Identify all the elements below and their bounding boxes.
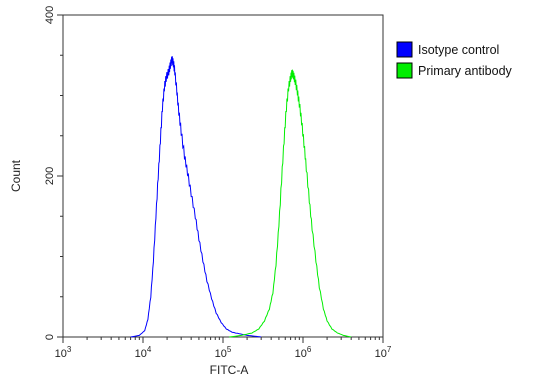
series-line-isotype-control <box>130 56 262 338</box>
y-tick-label: 200 <box>44 167 56 185</box>
legend-label: Isotype control <box>418 43 499 57</box>
plot-frame <box>62 14 384 338</box>
legend-label: Primary antibody <box>418 64 513 78</box>
legend: Isotype control Primary antibody <box>396 41 513 79</box>
y-tick-label: 0 <box>44 334 56 340</box>
y-tick-label: 400 <box>44 6 56 24</box>
x-tick-label: 104 <box>135 345 152 360</box>
x-tick-label: 107 <box>375 345 392 360</box>
series-layer <box>130 56 352 338</box>
legend-swatch <box>396 62 413 79</box>
x-tick-label: 105 <box>215 345 232 360</box>
series-line-primary-antibody <box>229 69 352 338</box>
x-tick-label: 106 <box>295 345 312 360</box>
x-axis: 103 104 105 106 107 <box>55 337 392 360</box>
y-axis-title: Count <box>9 159 23 192</box>
y-axis: 0 200 400 <box>44 6 63 340</box>
legend-swatch <box>396 41 413 58</box>
x-axis-title: FITC-A <box>210 363 249 377</box>
plot-area <box>62 14 384 338</box>
x-tick-label: 103 <box>55 345 72 360</box>
